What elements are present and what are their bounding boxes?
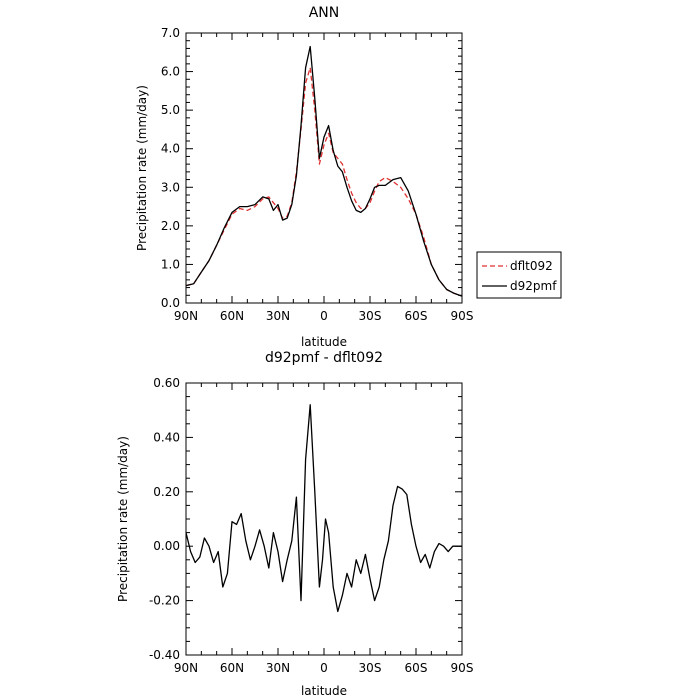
- series-line-dflt092: [185, 67, 463, 297]
- y-tick-label: 0.00: [153, 539, 180, 553]
- y-tick-label: 5.0: [161, 103, 180, 117]
- x-tick-label: 90S: [451, 661, 474, 675]
- legend-label-d92pmf: d92pmf: [510, 279, 557, 293]
- y-axis-label: Precipitation rate (mm/day): [116, 436, 130, 602]
- legend: dflt092 d92pmf: [476, 251, 562, 299]
- series-line-difference: [185, 404, 462, 613]
- y-axis-label: Precipitation rate (mm/day): [135, 85, 149, 251]
- y-tick-label: 0.20: [153, 485, 180, 499]
- y-tick-label: -0.40: [149, 648, 180, 662]
- legend-box: [476, 251, 562, 299]
- chart-title: ANN: [309, 5, 340, 21]
- x-axis-label: latitude: [301, 335, 347, 349]
- y-tick-label: 1.0: [161, 257, 180, 271]
- series-line-d92pmf: [185, 45, 463, 297]
- x-tick-label: 30N: [266, 661, 290, 675]
- y-tick-label: 0.40: [153, 430, 180, 444]
- x-tick-label: 90S: [451, 309, 474, 323]
- y-tick-label: -0.20: [149, 594, 180, 608]
- x-tick-label: 90N: [174, 309, 198, 323]
- y-tick-label: 6.0: [161, 65, 180, 79]
- x-tick-label: 0: [320, 309, 328, 323]
- legend-label-dflt092: dflt092: [510, 259, 553, 273]
- x-tick-label: 30S: [359, 661, 382, 675]
- y-tick-label: 0.60: [153, 376, 180, 390]
- y-tick-label: 0.0: [161, 296, 180, 310]
- x-tick-label: 60N: [220, 661, 244, 675]
- plot-frame: [185, 32, 463, 304]
- x-tick-label: 60S: [405, 661, 428, 675]
- x-axis-label: latitude: [301, 684, 347, 698]
- y-tick-label: 2.0: [161, 219, 180, 233]
- plot-frame: [185, 382, 463, 656]
- y-tick-label: 4.0: [161, 142, 180, 156]
- y-tick-label: 7.0: [161, 26, 180, 40]
- x-tick-label: 30N: [266, 309, 290, 323]
- x-tick-label: 0: [320, 661, 328, 675]
- x-tick-label: 60S: [405, 309, 428, 323]
- x-tick-label: 90N: [174, 661, 198, 675]
- chart-panel-difference: d92pmf - dflt092 -0.40 -0.20 0.00 0.20 0.40 0…: [116, 350, 473, 698]
- chart-title: d92pmf - dflt092: [265, 350, 383, 366]
- chart-panel-annual: ANN 0.0 1.0 2.0 3.0 4.0 5.0 6.0 7.0 90N 60N 30N 0 3…: [135, 5, 473, 349]
- y-tick-label: 3.0: [161, 180, 180, 194]
- x-tick-label: 30S: [359, 309, 382, 323]
- x-tick-label: 60N: [220, 309, 244, 323]
